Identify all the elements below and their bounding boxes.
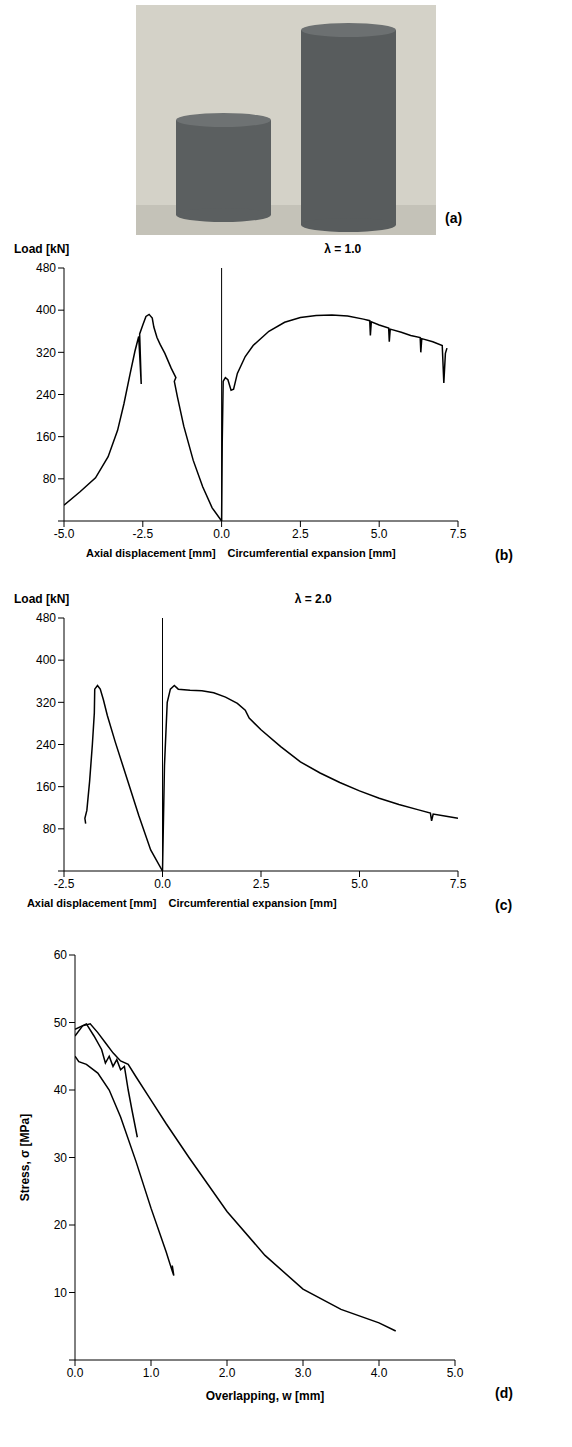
- svg-text:-2.5: -2.5: [132, 527, 153, 541]
- svg-text:2.5: 2.5: [253, 877, 270, 891]
- html-text:Load [kN]: Load [kN]: [14, 592, 70, 606]
- svg-text:240: 240: [36, 738, 56, 752]
- svg-text:4.0: 4.0: [371, 1366, 388, 1380]
- svg-text:-5.0: -5.0: [54, 527, 75, 541]
- svg-text:480: 480: [36, 261, 56, 275]
- svg-text:20: 20: [54, 1218, 68, 1232]
- svg-text:0.0: 0.0: [213, 527, 230, 541]
- svg-text:60: 60: [54, 948, 68, 962]
- svg-text:10: 10: [54, 1286, 68, 1300]
- svg-text:160: 160: [36, 430, 56, 444]
- svg-text:5.0: 5.0: [447, 1366, 464, 1380]
- svg-text:2.0: 2.0: [219, 1366, 236, 1380]
- svg-text:3.0: 3.0: [295, 1366, 312, 1380]
- svg-text:80: 80: [43, 822, 57, 836]
- svg-text:160: 160: [36, 780, 56, 794]
- svg-text:1.0: 1.0: [143, 1366, 160, 1380]
- html-text:Axial displacement [mm]: Axial displacement [mm]: [86, 547, 216, 559]
- svg-text:0.0: 0.0: [154, 877, 171, 891]
- svg-text:400: 400: [36, 653, 56, 667]
- svg-text:80: 80: [43, 472, 57, 486]
- svg-text:-2.5: -2.5: [54, 877, 75, 891]
- svg-text:Overlapping, w [mm]: Overlapping, w [mm]: [206, 1389, 325, 1403]
- svg-text:400: 400: [36, 303, 56, 317]
- svg-text:480: 480: [36, 611, 56, 625]
- html-text:(d): (d): [495, 1385, 513, 1401]
- html-text:(a): (a): [445, 210, 463, 226]
- svg-text:2.5: 2.5: [292, 527, 309, 541]
- svg-text:5.0: 5.0: [371, 527, 388, 541]
- html-text:Axial displacement [mm]: Axial displacement [mm]: [26, 897, 157, 909]
- svg-text:240: 240: [36, 388, 56, 402]
- svg-text:7.5: 7.5: [450, 527, 467, 541]
- html-text:Circumferential expansion [mm]: Circumferential expansion [mm]: [168, 897, 337, 909]
- svg-text:320: 320: [36, 696, 56, 710]
- svg-text:40: 40: [54, 1083, 68, 1097]
- html-text:(b): (b): [495, 547, 513, 563]
- svg-text:30: 30: [54, 1151, 68, 1165]
- svg-text:Stress, σ [MPa]: Stress, σ [MPa]: [18, 1114, 32, 1202]
- html-text:Circumferential expansion [mm]: Circumferential expansion [mm]: [227, 547, 396, 559]
- html-text:λ = 2.0: λ = 2.0: [294, 592, 332, 606]
- html-text:(c): (c): [495, 897, 513, 913]
- svg-text:7.5: 7.5: [450, 877, 467, 891]
- svg-text:50: 50: [54, 1016, 68, 1030]
- html-text:Load [kN]: Load [kN]: [14, 242, 70, 256]
- html-text:λ = 1.0: λ = 1.0: [324, 242, 362, 256]
- svg-text:5.0: 5.0: [351, 877, 368, 891]
- svg-text:0.0: 0.0: [67, 1366, 84, 1380]
- svg-text:320: 320: [36, 346, 56, 360]
